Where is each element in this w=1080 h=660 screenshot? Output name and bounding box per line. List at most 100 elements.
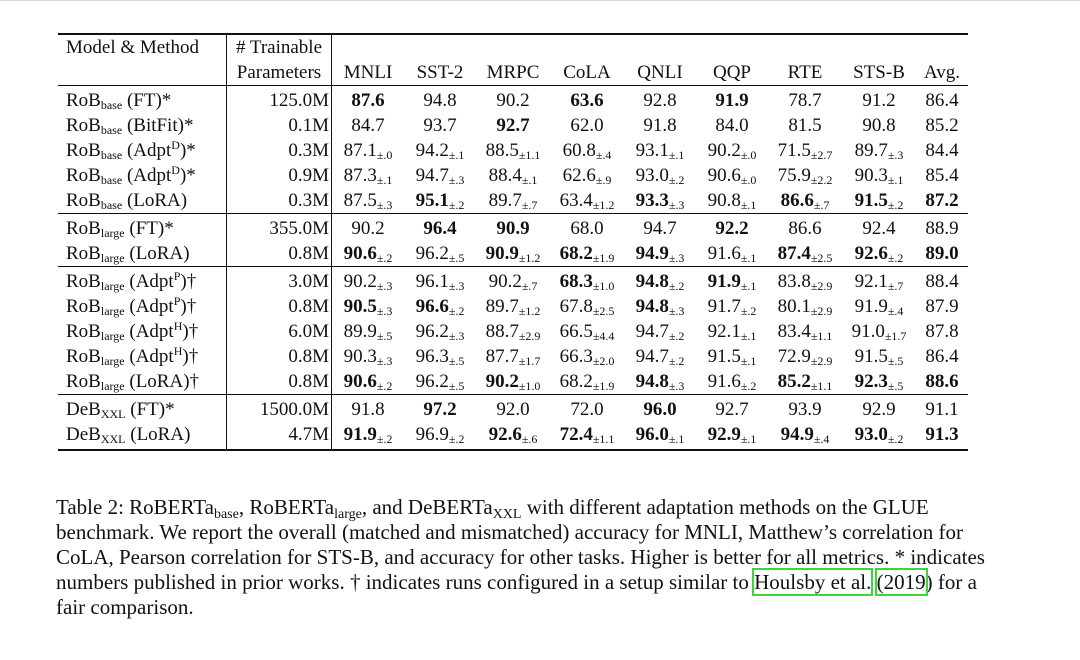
- score-value: 94.2: [415, 140, 449, 161]
- avg-cell: 87.2: [916, 188, 968, 214]
- method-suffix: (LoRA): [125, 424, 191, 445]
- score-std: ±.3: [448, 329, 465, 343]
- sst2-cell: 96.3±.5: [404, 344, 476, 369]
- score-value: 87.1: [343, 140, 377, 161]
- score-std: ±1.7: [518, 354, 541, 368]
- qqp-cell: 84.0: [696, 113, 768, 138]
- rte-cell: 93.9: [768, 394, 842, 422]
- score-std: ±.2: [376, 379, 393, 393]
- header-qnli: QNLI: [637, 62, 683, 83]
- score-value: 88.4: [488, 165, 522, 186]
- score-std: ±.5: [887, 379, 904, 393]
- header-mnli: MNLI: [343, 62, 393, 83]
- table-row: RoBbase (BitFit)* 0.1M 84.7 93.7 92.7 62.0 91.…: [58, 113, 968, 138]
- avg-value: 89.0: [925, 243, 959, 264]
- adapter-variant: P: [173, 294, 181, 308]
- rte-cell: 75.9±2.2: [768, 163, 842, 188]
- params-cell: 125.0M: [226, 85, 332, 113]
- score-value: 84.0: [715, 115, 749, 136]
- model-size: large: [100, 251, 125, 265]
- caption-sub-base: base: [213, 507, 239, 522]
- score-value: 87.5: [343, 190, 377, 211]
- header-qqp: QQP: [712, 62, 751, 83]
- method-suffix: (LoRA)†: [124, 371, 200, 392]
- score-std: ±.1: [376, 173, 393, 187]
- mrpc-cell: 90.2±1.0: [476, 369, 550, 395]
- sst2-cell: 96.2±.3: [404, 319, 476, 344]
- mrpc-cell: 90.2: [476, 85, 550, 113]
- score-value: 94.9: [780, 424, 814, 445]
- model-size: base: [100, 123, 123, 137]
- top-divider: [0, 0, 1080, 1]
- score-std: ±2.9: [518, 329, 541, 343]
- score-value: 91.9: [854, 296, 888, 317]
- score-value: 94.8: [635, 271, 669, 292]
- table-caption: Table 2: RoBERTabase, RoBERTalarge, and …: [56, 495, 986, 620]
- cola-cell: 62.6±.9: [550, 163, 624, 188]
- score-value: 93.1: [635, 140, 669, 161]
- score-value: 94.7: [643, 218, 677, 239]
- avg-cell: 87.8: [916, 319, 968, 344]
- score-value: 92.8: [643, 90, 677, 111]
- score-std: ±.3: [668, 251, 685, 265]
- score-std: ±1.9: [592, 251, 615, 265]
- sst2-cell: 96.2±.5: [404, 369, 476, 395]
- mrpc-cell: 90.9±1.2: [476, 241, 550, 267]
- score-std: ±2.7: [810, 148, 833, 162]
- score-std: ±.1: [887, 173, 904, 187]
- citation-link-year[interactable]: (2019: [874, 568, 928, 596]
- qqp-cell: 92.2: [696, 213, 768, 241]
- score-value: 88.5: [485, 140, 519, 161]
- score-std: ±.2: [887, 251, 904, 265]
- score-value: 85.2: [777, 371, 811, 392]
- mrpc-cell: 88.5±1.1: [476, 138, 550, 163]
- citation-year: 2019: [883, 570, 926, 594]
- score-std: ±.5: [448, 354, 465, 368]
- stsb-cell: 92.1±.7: [842, 266, 916, 294]
- score-std: ±.3: [448, 173, 465, 187]
- mnli-cell: 90.2±.3: [331, 266, 404, 294]
- score-value: 94.9: [635, 243, 669, 264]
- model-name: RoB: [66, 371, 101, 392]
- rte-cell: 85.2±1.1: [768, 369, 842, 395]
- score-std: ±.4: [813, 432, 830, 446]
- mnli-cell: 87.1±.0: [332, 138, 405, 163]
- table-row: RoBlarge (AdptP)† 0.8M 90.5±.3 96.6±.2 89.7±…: [58, 294, 968, 319]
- header-params-line1: # Trainable: [235, 37, 323, 58]
- score-value: 90.2: [343, 271, 377, 292]
- method-suffix: )*: [179, 140, 196, 161]
- score-std: ±1.1: [810, 329, 833, 343]
- model-size: large: [100, 354, 125, 368]
- avg-cell: 88.4: [916, 266, 968, 294]
- score-value: 96.4: [423, 218, 457, 239]
- score-std: ±1.1: [518, 148, 541, 162]
- score-std: ±.1: [740, 432, 757, 446]
- header-params: # Trainable Parameters: [226, 34, 332, 86]
- score-value: 87.7: [485, 346, 519, 367]
- score-std: ±.2: [448, 198, 465, 212]
- score-value: 91.6: [707, 371, 741, 392]
- header-params-line2: Parameters: [236, 62, 322, 83]
- model-name: RoB: [66, 321, 101, 342]
- avg-cell: 91.3: [916, 422, 968, 450]
- model-cell: RoBlarge (AdptH)†: [58, 319, 227, 344]
- score-std: ±.2: [668, 329, 685, 343]
- citation-link-author[interactable]: Houlsby et al.: [752, 568, 874, 596]
- cola-cell: 72.0: [550, 394, 624, 422]
- score-std: ±1.1: [592, 432, 615, 446]
- score-value: 89.9: [343, 321, 377, 342]
- score-value: 84.7: [351, 115, 385, 136]
- score-std: ±.1: [740, 279, 757, 293]
- stsb-cell: 90.8: [842, 113, 916, 138]
- sst2-cell: 95.1±.2: [404, 188, 476, 214]
- qnli-cell: 96.0: [624, 394, 696, 422]
- mrpc-cell: 88.7±2.9: [476, 319, 550, 344]
- score-std: ±1.2: [592, 198, 615, 212]
- qqp-cell: 91.9: [696, 85, 768, 113]
- params-cell: 0.3M: [226, 188, 332, 214]
- model-cell: DeBXXL (LoRA): [58, 422, 227, 450]
- score-value: 63.4: [559, 190, 593, 211]
- score-value: 96.3: [415, 346, 449, 367]
- score-value: 96.2: [415, 321, 449, 342]
- table-row: RoBlarge (FT)* 355.0M 90.2 96.4 90.9 68.0 94.7…: [58, 213, 968, 241]
